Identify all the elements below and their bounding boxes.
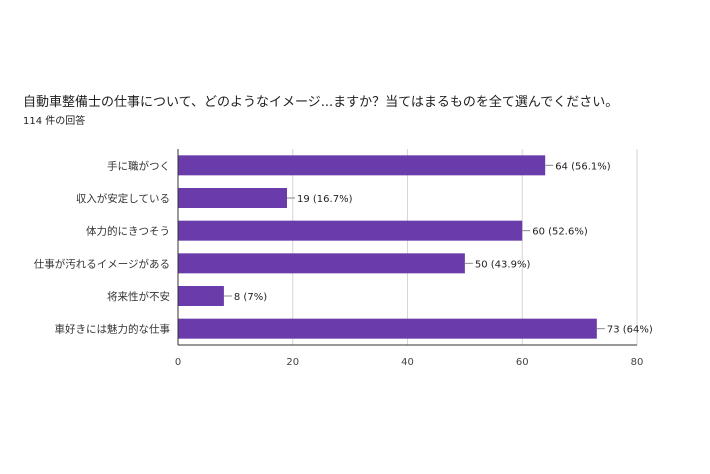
x-tick-label-4: 80 xyxy=(631,357,644,368)
data-label-1: 19 (16.7%) xyxy=(297,194,353,205)
category-label-2: 体力的にきつそう xyxy=(86,225,170,238)
chart-subtitle: 114 件の回答 xyxy=(23,116,86,127)
chart-title: 自動車整備士の仕事について、どのようなイメージ...ますか？当てはまるものを全て… xyxy=(23,95,619,110)
category-label-5: 車好きには魅力的な仕事 xyxy=(55,323,171,336)
x-tick-label-1: 20 xyxy=(286,357,299,368)
category-label-4: 将来性が不安 xyxy=(107,290,170,303)
category-label-3: 仕事が汚れるイメージがある xyxy=(34,257,170,270)
x-tick-label-3: 60 xyxy=(516,357,529,368)
category-label-0: 手に職がつく xyxy=(107,159,170,172)
data-label-5: 73 (64%) xyxy=(607,325,653,336)
bar-1 xyxy=(178,188,288,208)
data-label-4: 8 (7%) xyxy=(234,292,267,303)
bar-0 xyxy=(178,155,546,176)
bar-5 xyxy=(178,318,597,339)
data-label-0: 64 (56.1%) xyxy=(555,161,611,172)
bar-4 xyxy=(178,286,224,306)
x-tick-label-2: 40 xyxy=(401,357,414,368)
x-tick-label-0: 0 xyxy=(175,357,181,368)
data-label-2: 60 (52.6%) xyxy=(532,227,588,238)
data-label-3: 50 (43.9%) xyxy=(475,259,531,270)
bar-2 xyxy=(178,220,523,241)
category-label-1: 収入が安定している xyxy=(76,192,170,205)
bar-3 xyxy=(178,253,465,274)
